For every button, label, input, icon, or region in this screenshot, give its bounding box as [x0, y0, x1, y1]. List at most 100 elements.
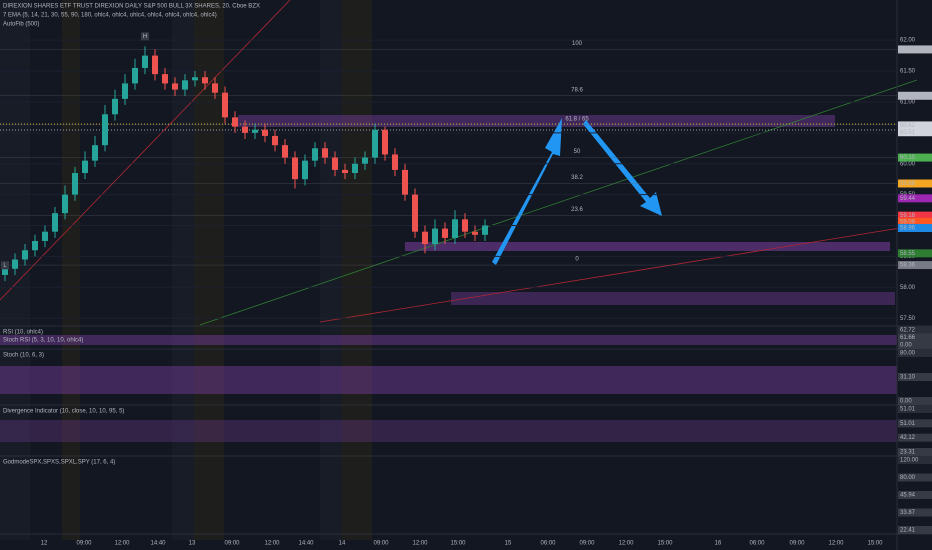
pane-tag [898, 349, 932, 357]
candle-body [182, 80, 188, 90]
pane-tag [898, 526, 932, 534]
pane-tag [898, 456, 932, 464]
pane-tag [898, 326, 932, 334]
time-label: 14:40 [150, 541, 166, 547]
candle-body [332, 157, 338, 170]
price-tag-label: 59.06 [900, 219, 916, 225]
candle-body [422, 231, 428, 245]
pane-tag [898, 341, 932, 349]
pane-tag [898, 508, 932, 517]
time-label: 06:00 [540, 541, 556, 547]
price-tag [898, 91, 932, 100]
candle-body [272, 135, 278, 146]
candle-body [312, 148, 318, 161]
price-tag [898, 128, 932, 137]
pane-tag-label: 61.66 [900, 335, 916, 341]
pane-tag-label: 80.00 [900, 351, 916, 357]
price-tag-label: 58.55 [900, 251, 916, 257]
price-tag [898, 223, 932, 232]
trend-lines [0, 0, 918, 326]
pane-tag-label: 22.41 [900, 528, 916, 534]
candle-body [342, 169, 348, 174]
pane-tag [898, 491, 932, 499]
candle-body [72, 173, 78, 195]
candle-body [402, 169, 408, 195]
pane-title: Stoch RSI (5, 3, 10, 10, ohlc4) [3, 338, 83, 344]
pane-tag [898, 405, 932, 413]
time-label: 13 [189, 541, 196, 547]
y-tick-label: 57.50 [900, 316, 916, 322]
candle-body [392, 154, 398, 170]
candle-body [162, 74, 168, 84]
candle-body [412, 194, 418, 232]
y-tick-label: 62.00 [900, 38, 916, 44]
price-tag [898, 121, 932, 130]
candle-body [252, 129, 258, 133]
candle-body [382, 129, 388, 155]
time-label: 15:00 [867, 541, 883, 547]
candle-body [282, 145, 288, 158]
pane-tag-label: 45.94 [900, 493, 916, 499]
candle-body [232, 117, 238, 127]
candle-body [112, 98, 118, 115]
candle-body [92, 145, 98, 161]
candle-body [52, 213, 58, 232]
price-tag-label: 60.51 [900, 130, 916, 136]
price-tag [898, 217, 932, 226]
indicator: 7 EMA (5, 14, 21, 30, 55, 90, 180, ohlc4… [3, 13, 217, 19]
candle-body [292, 157, 298, 180]
candle-body [452, 219, 458, 238]
candle-body [262, 129, 268, 136]
time-label: 14:40 [298, 541, 314, 547]
candle-body [142, 55, 148, 68]
pane-tag [898, 397, 932, 405]
price-tag [898, 179, 932, 188]
candle-body [462, 219, 468, 232]
candle-body [122, 83, 128, 99]
pane-tag [898, 448, 932, 456]
candle-body [102, 114, 108, 146]
candle-body [302, 160, 308, 180]
time-label: 15 [505, 541, 512, 547]
candle-body [152, 55, 158, 75]
pane-tag-label: 0.00 [900, 343, 912, 349]
y-tick-label: 61.00 [900, 100, 916, 106]
time-label: 09:00 [579, 541, 595, 547]
price-tag [898, 261, 932, 270]
candle-body [2, 268, 8, 275]
candle-body [202, 77, 208, 84]
pane-tag-label: 23.31 [900, 450, 916, 456]
candle-body [482, 225, 488, 235]
pane-tag [898, 333, 932, 342]
fib-label: 100 [572, 41, 583, 47]
marker-label: H [143, 34, 147, 40]
y-tick-label: 58.00 [900, 285, 916, 291]
time-label: 12:00 [114, 541, 130, 547]
marker-label: L [3, 263, 7, 269]
pane-tag-label: 42.12 [900, 435, 916, 441]
fib-label: 23.6 [571, 207, 583, 213]
price-tag [898, 211, 932, 220]
time-label: 16 [715, 541, 722, 547]
candle-body [322, 148, 328, 158]
time-label: 14 [339, 541, 346, 547]
time-label: 12:00 [412, 541, 428, 547]
candle-body [42, 231, 48, 241]
price-tag-label: 59.44 [900, 196, 916, 202]
pane-tag [898, 473, 932, 482]
pane-tag [898, 373, 932, 381]
pane-title: GodmodeSPX,SPXS,SPXL,SPY (17, 6, 4) [3, 460, 115, 466]
time-label: 12:00 [828, 541, 844, 547]
price-tag-label: 60.10 [900, 155, 916, 161]
candle-body [352, 163, 358, 174]
y-tick-label: 61.50 [900, 69, 916, 75]
candle-body [242, 126, 248, 133]
pane-tag-label: 33.87 [900, 510, 916, 516]
candle-body [172, 83, 178, 90]
fib-label: 38.2 [571, 175, 583, 181]
candle-body [432, 228, 438, 245]
time-label: 15:00 [450, 541, 466, 547]
pane-tag [898, 419, 932, 428]
